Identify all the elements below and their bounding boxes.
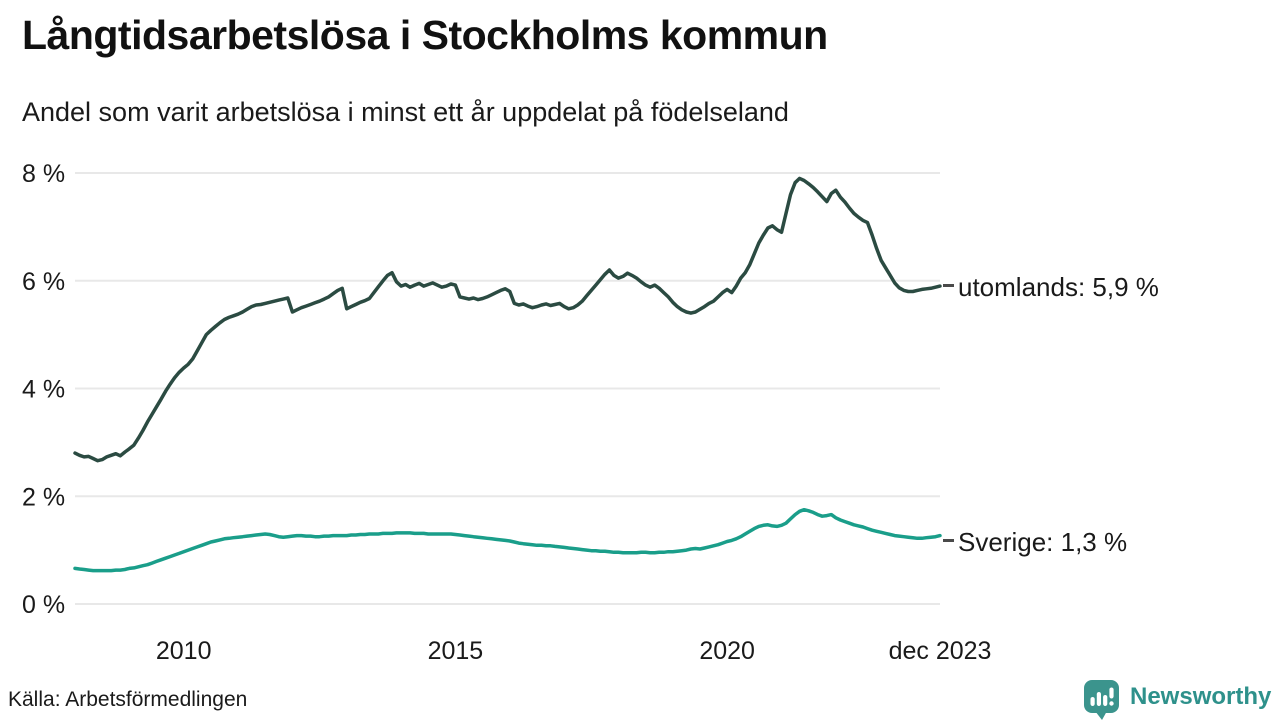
y-tick-label: 6 %	[22, 268, 65, 296]
y-tick-label: 4 %	[22, 376, 65, 404]
y-tick-label: 8 %	[22, 160, 65, 188]
x-tick-label: 2010	[156, 637, 212, 665]
y-tick-label: 0 %	[22, 591, 65, 619]
page-title: Långtidsarbetslösa i Stockholms kommun	[22, 12, 828, 58]
brand-name: Newsworthy	[1130, 682, 1272, 710]
speech-bubble-bar-chart-icon	[1084, 680, 1119, 720]
page-subtitle: Andel som varit arbetslösa i minst ett å…	[22, 97, 789, 127]
y-tick-label: 2 %	[22, 483, 65, 511]
x-tick-label: 2015	[428, 637, 484, 665]
series-end-label-sverige: Sverige: 1,3 %	[958, 527, 1128, 557]
x-tick-label: dec 2023	[889, 637, 992, 665]
source-note: Källa: Arbetsförmedlingen	[8, 688, 248, 711]
brand-logo: Newsworthy	[1083, 679, 1271, 720]
label-connector-utomlands	[943, 284, 954, 287]
series-line-Sverige	[73, 507, 942, 573]
x-tick-label: 2020	[699, 637, 755, 665]
series-end-label-utomlands: utomlands: 5,9 %	[958, 272, 1159, 302]
series-line-utomlands	[73, 176, 942, 463]
label-connector-sverige	[943, 539, 954, 542]
